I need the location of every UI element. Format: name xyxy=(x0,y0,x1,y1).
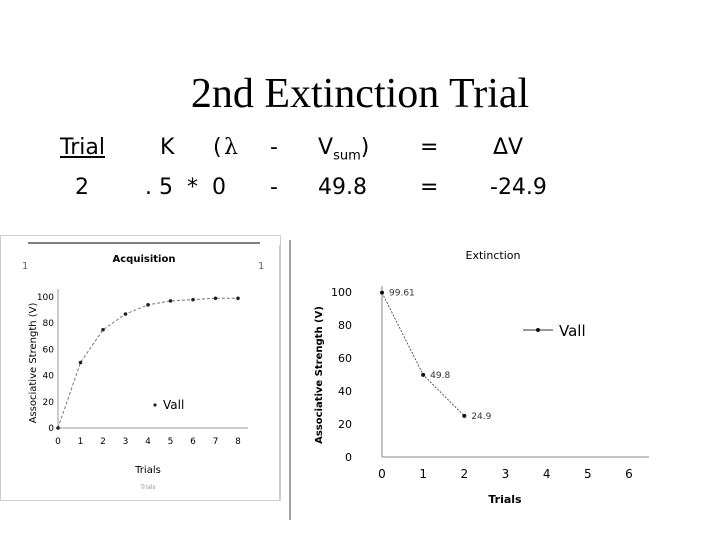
data-point xyxy=(78,360,83,365)
x-tick-label: 5 xyxy=(168,437,174,447)
x-axis-label: Trials xyxy=(134,465,161,476)
y-tick-label: 100 xyxy=(331,286,352,299)
y-tick-label: 40 xyxy=(338,385,352,398)
chart-title: Extinction xyxy=(466,249,521,262)
data-point xyxy=(101,327,105,332)
trial-value: 2 xyxy=(75,175,89,200)
y-tick-label: 20 xyxy=(338,418,352,431)
close-paren: ) xyxy=(360,135,370,160)
data-label: 49.8 xyxy=(430,371,450,381)
delta-v-value: -24.9 xyxy=(490,175,547,200)
y-axis-label: Associative Strength (V) xyxy=(28,302,39,423)
slide-title: 2nd Extinction Trial xyxy=(190,71,530,117)
series-line xyxy=(381,292,465,417)
v-letter: V xyxy=(318,135,334,160)
footer-label: Trials xyxy=(139,484,155,491)
corner-mark-left: 1 xyxy=(22,261,28,272)
k-header: K xyxy=(160,135,175,160)
data-point xyxy=(56,426,60,430)
x-tick-label: 5 xyxy=(584,467,592,481)
corner-mark-right: 1 xyxy=(258,261,264,272)
data-point xyxy=(168,299,173,303)
y-tick-label: 100 xyxy=(37,293,54,303)
x-tick-label: 3 xyxy=(502,467,510,481)
equals-header: = xyxy=(420,135,439,160)
open-paren: ( xyxy=(213,135,222,160)
data-point xyxy=(213,296,218,301)
acquisition-chart: Acquisition 1 1 0 20 40 60 80 100 0 1 2 3 4 5 6 7 8 Vall As… xyxy=(0,235,281,501)
minus-header: - xyxy=(270,135,278,160)
x-axis-label: Trials xyxy=(488,493,522,506)
y-tick-label: 0 xyxy=(48,424,54,434)
data-label: 24.9 xyxy=(471,412,491,422)
legend-label: Vall xyxy=(559,322,586,340)
x-tick-label: 1 xyxy=(419,467,427,481)
x-tick-label: 3 xyxy=(123,437,129,447)
legend-marker xyxy=(153,403,157,407)
trial-header: Trial xyxy=(60,135,105,160)
y-tick-label: 0 xyxy=(345,451,352,464)
x-tick-label: 6 xyxy=(190,437,196,447)
x-tick-label: 1 xyxy=(78,437,84,447)
data-point xyxy=(462,413,467,418)
x-tick-label: 2 xyxy=(461,467,469,481)
series-line xyxy=(57,297,238,429)
x-tick-label: 0 xyxy=(378,467,386,481)
legend-label: Vall xyxy=(163,398,184,412)
k-lambda-values: . 5 * 0 xyxy=(145,175,226,200)
extinction-chart: Extinction 0 20 40 60 80 100 0 1 2 3 4 5 6 99.61 49.8 24… xyxy=(289,240,649,520)
data-point xyxy=(123,312,128,316)
data-point xyxy=(191,297,195,302)
lambda-symbol: λ xyxy=(224,135,238,160)
equals-value: = xyxy=(420,175,439,200)
data-point xyxy=(146,303,150,307)
y-tick-label: 40 xyxy=(43,372,55,382)
v-subscript: sum xyxy=(333,148,361,164)
data-point xyxy=(421,372,426,377)
y-tick-label: 80 xyxy=(43,319,55,329)
x-tick-label: 2 xyxy=(100,437,106,447)
data-point xyxy=(236,296,240,301)
y-tick-label: 60 xyxy=(338,352,352,365)
y-tick-label: 60 xyxy=(43,345,55,355)
delta-v-header: ΔV xyxy=(493,135,524,160)
x-tick-label: 6 xyxy=(625,467,633,481)
y-tick-label: 80 xyxy=(338,319,352,332)
y-tick-label: 20 xyxy=(43,398,55,408)
data-label: 99.61 xyxy=(389,289,415,299)
x-tick-label: 4 xyxy=(543,467,551,481)
x-tick-label: 0 xyxy=(55,437,61,447)
x-tick-label: 4 xyxy=(145,437,151,447)
y-axis-label: Associative Strength (V) xyxy=(314,306,325,444)
chart-title: Acquisition xyxy=(113,254,176,265)
vsum-value: 49.8 xyxy=(318,175,367,200)
minus-value: - xyxy=(270,175,278,200)
x-tick-label: 8 xyxy=(235,437,241,447)
vsum-header: Vsum) xyxy=(318,135,369,163)
data-point xyxy=(380,290,384,295)
x-tick-label: 7 xyxy=(213,437,219,447)
legend-marker xyxy=(536,328,540,332)
